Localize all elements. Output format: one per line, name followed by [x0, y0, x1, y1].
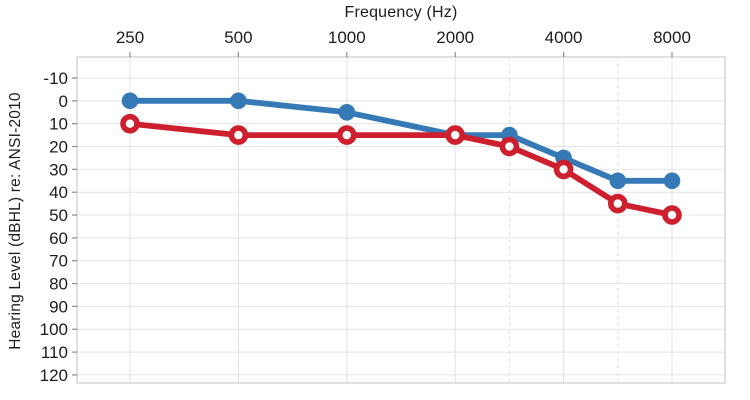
y-axis-ticks: -10 0 10 20 30 40 50 60 70 80 90 100 110 120 — [40, 69, 77, 385]
y-tick-label: 20 — [49, 138, 68, 157]
y-tick-label: 120 — [40, 366, 68, 385]
red-data-point — [499, 136, 520, 157]
y-tick-label: 70 — [49, 252, 68, 271]
blue-data-point — [663, 172, 681, 190]
x-tick-label: 8000 — [653, 28, 691, 47]
red-data-point — [445, 125, 466, 145]
x-axis-ticks: 250 500 1000 2000 4000 8000 — [116, 28, 691, 57]
red-data-point — [662, 205, 682, 225]
blue-data-point — [121, 92, 139, 110]
x-tick-label: 4000 — [545, 28, 583, 47]
red-data-point — [336, 125, 357, 145]
dashed-gridlines — [508, 57, 619, 383]
vertical-gridlines — [129, 57, 673, 383]
x-tick-label: 2000 — [436, 28, 474, 47]
y-tick-label: 40 — [49, 183, 68, 202]
horizontal-gridlines — [77, 77, 725, 376]
blue-data-point — [609, 172, 627, 190]
y-tick-label: 80 — [49, 275, 68, 294]
y-tick-label: 0 — [59, 92, 68, 111]
x-tick-label: 500 — [224, 28, 252, 47]
x-tick-label: 1000 — [328, 28, 366, 47]
y-tick-label: 90 — [49, 297, 68, 316]
blue-series — [121, 92, 681, 190]
y-tick-label: 30 — [49, 160, 68, 179]
y-tick-label: -10 — [43, 69, 68, 88]
plot-border — [76, 56, 726, 384]
red-data-point — [228, 125, 249, 145]
y-tick-label: 110 — [41, 343, 68, 362]
red-data-point — [120, 113, 140, 134]
blue-data-point — [338, 104, 356, 121]
x-tick-label: 250 — [116, 28, 144, 47]
y-tick-label: 100 — [40, 320, 68, 339]
red-data-point — [607, 193, 628, 214]
blue-data-point — [230, 92, 247, 110]
y-tick-label: 50 — [49, 206, 68, 225]
red-series — [120, 113, 682, 225]
red-data-point — [553, 159, 574, 180]
x-axis-title: Frequency (Hz) — [344, 4, 458, 21]
y-tick-label: 60 — [49, 229, 68, 248]
y-tick-label: 10 — [49, 115, 68, 134]
